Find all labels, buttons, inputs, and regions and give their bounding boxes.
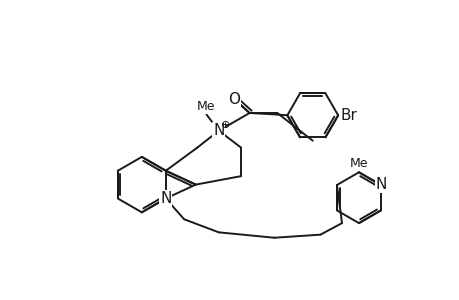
Text: Me: Me bbox=[197, 100, 215, 113]
Text: N: N bbox=[160, 191, 171, 206]
Text: Br: Br bbox=[340, 108, 357, 123]
Text: Me: Me bbox=[349, 157, 367, 170]
Text: N: N bbox=[213, 123, 224, 138]
Text: O: O bbox=[228, 92, 240, 106]
Text: ⊕: ⊕ bbox=[221, 120, 230, 130]
Text: N: N bbox=[375, 178, 386, 193]
